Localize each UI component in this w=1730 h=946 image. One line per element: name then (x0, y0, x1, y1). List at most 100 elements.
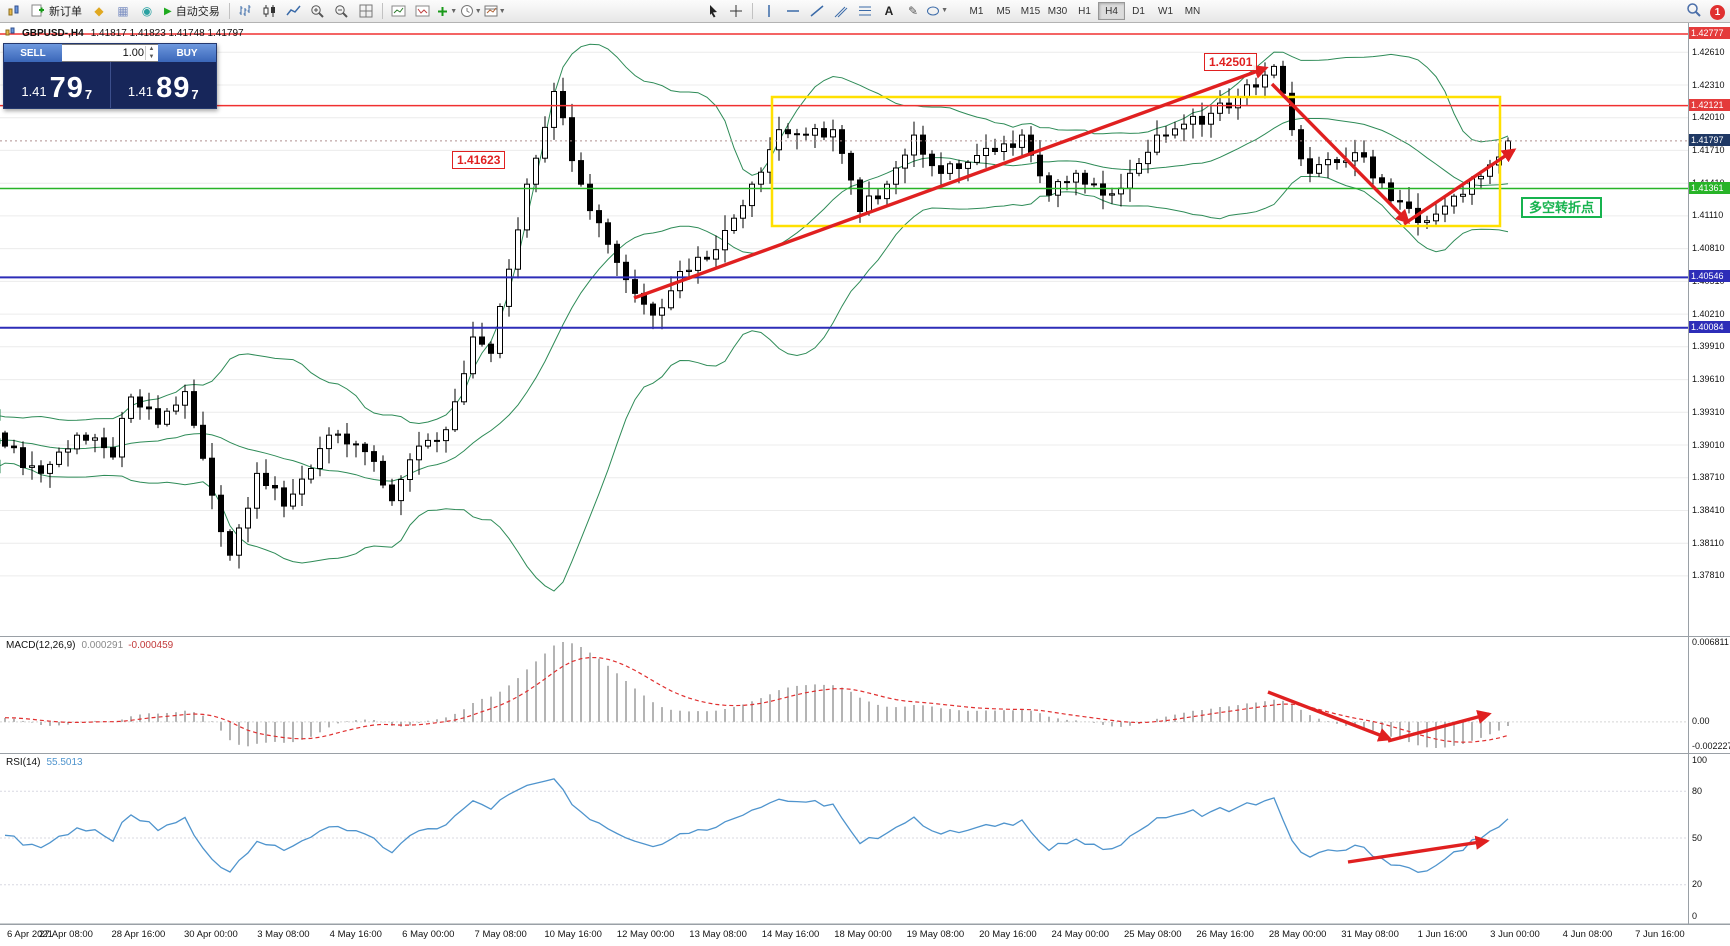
symbol-chart-icon (5, 27, 15, 40)
time-axis-label: 4 May 16:00 (329, 929, 382, 940)
vertical-line-tool-icon[interactable] (758, 1, 780, 20)
sell-button[interactable]: SELL (4, 44, 62, 62)
label-tool-icon[interactable]: ✎ (907, 3, 919, 18)
channel-tool-icon[interactable] (830, 1, 852, 20)
macd-value-main: 0.000291 (81, 640, 124, 651)
time-axis-label: 3 Jun 00:00 (1490, 929, 1540, 940)
rsi-scale-label: 0 (1692, 910, 1698, 921)
dropdown-arrow-icon: ▼ (474, 7, 482, 15)
price-axis-label: 1.37810 (1692, 570, 1725, 581)
bollinger-middle (0, 118, 1509, 482)
high-price-annotation[interactable]: 1.42501 (1204, 53, 1258, 71)
sell-price-big: 79 (49, 72, 84, 104)
price-marker-label: 1.41361 (1689, 181, 1730, 194)
charts-window-icon[interactable] (3, 2, 25, 21)
time-axis-label: 31 May 08:00 (1341, 929, 1399, 940)
horizontal-line-tool-icon[interactable] (782, 1, 804, 20)
macd-scale-label: 0.00 (1692, 716, 1710, 727)
tf-h1-button[interactable]: H1 (1071, 2, 1098, 20)
price-axis-label: 1.40210 (1692, 308, 1725, 319)
macd-label-row: MACD(12,26,9) 0.000291 -0.000459 (6, 640, 173, 651)
zoom-in-icon[interactable] (307, 2, 329, 21)
tf-m15-button[interactable]: M15 (1017, 2, 1044, 20)
time-axis-label: 25 May 08:00 (1124, 929, 1182, 940)
tile-windows-icon[interactable] (355, 2, 377, 21)
add-indicator-icon[interactable]: ▼ (436, 2, 458, 21)
time-axis-label: 30 Apr 00:00 (183, 929, 238, 940)
crosshair-icon[interactable] (725, 1, 747, 20)
price-axis-label: 1.39310 (1692, 406, 1725, 417)
period-clock-icon[interactable]: ▼ (460, 2, 482, 21)
sell-price-display[interactable]: 1.41 79 7 (4, 62, 111, 108)
cursor-icon[interactable] (701, 1, 723, 20)
tf-w1-button[interactable]: W1 (1152, 2, 1179, 20)
auto-trading-button[interactable]: ▶ 自动交易 (159, 2, 225, 21)
time-axis-label: 18 May 00:00 (834, 929, 892, 940)
indicator-window-icon[interactable] (412, 2, 434, 21)
new-order-label: 新订单 (49, 6, 82, 18)
candlestick-chart-type-icon[interactable] (259, 2, 281, 21)
zoom-out-icon[interactable] (331, 2, 353, 21)
tf-m5-button[interactable]: M5 (990, 2, 1017, 20)
quotes-icon[interactable]: ◆ (94, 4, 104, 18)
time-axis-label: 28 Apr 16:00 (111, 929, 166, 940)
tf-m1-button[interactable]: M1 (963, 2, 990, 20)
search-icon[interactable] (1686, 2, 1702, 23)
auto-trading-label: 自动交易 (175, 6, 220, 18)
tf-m30-button[interactable]: M30 (1044, 2, 1071, 20)
price-axis-label: 1.38710 (1692, 472, 1725, 483)
macd-signal-line (4, 656, 1509, 743)
spin-down-icon[interactable]: ▼ (148, 54, 155, 60)
buy-button[interactable]: BUY (158, 44, 216, 62)
time-axis-label: 28 May 00:00 (1268, 929, 1327, 940)
volume-input[interactable]: 1.00 ▲ ▼ (62, 44, 158, 62)
symbol-title: GBPUSD-,H4 (22, 28, 84, 39)
tf-h4-button[interactable]: H4 (1098, 2, 1125, 20)
trend-arrow-rsi-0 (1347, 835, 1490, 864)
toolbar-separator (228, 3, 230, 19)
data-window-icon[interactable] (388, 2, 410, 21)
navigator-icon[interactable]: ▦ (117, 4, 129, 18)
shapes-tool-icon[interactable]: ▼ (926, 1, 948, 20)
mid-price-annotation[interactable]: 1.41623 (452, 151, 506, 169)
price-axis-label: 1.38110 (1692, 537, 1724, 548)
tf-d1-button[interactable]: D1 (1125, 2, 1152, 20)
time-axis-label: 7 Jun 16:00 (1635, 929, 1685, 940)
trendline-tool-icon[interactable] (806, 1, 828, 20)
time-axis-label: 12 May 00:00 (616, 929, 675, 940)
sell-price-base: 1.41 (21, 84, 47, 99)
buy-price-display[interactable]: 1.41 89 7 (111, 62, 217, 108)
price-axis-label: 1.38410 (1692, 505, 1725, 515)
time-axis-label: 6 Apr 2021 (7, 929, 53, 940)
buy-price-sup: 7 (191, 87, 199, 102)
tf-mn-button[interactable]: MN (1179, 2, 1206, 20)
new-order-button[interactable]: 新订单 (26, 2, 87, 21)
panel-separators (0, 636, 1730, 925)
price-marker-label: 1.40084 (1689, 320, 1730, 333)
macd-scale-label: 0.006811 (1692, 636, 1729, 647)
price-marker-label: 1.42121 (1689, 98, 1730, 111)
timeframe-group: M1 M5 M15 M30 H1 H4 D1 W1 MN (963, 2, 1206, 20)
rsi-line (4, 778, 1509, 873)
spin-up-icon[interactable]: ▲ (148, 46, 155, 52)
template-icon[interactable]: ▼ (484, 2, 506, 21)
toolbar-separator (381, 3, 383, 19)
rsi-scale-label: 20 (1692, 879, 1703, 890)
new-order-icon (31, 3, 45, 20)
volume-stepper[interactable]: ▲ ▼ (145, 46, 157, 60)
notification-badge[interactable]: 1 (1710, 5, 1725, 20)
text-tool-icon[interactable]: A (884, 3, 894, 18)
candlesticks (2, 60, 1511, 569)
line-chart-type-icon[interactable] (283, 2, 305, 21)
community-icon[interactable]: ◉ (141, 4, 153, 18)
fibonacci-tool-icon[interactable] (854, 1, 876, 20)
time-axis-label: 13 May 08:00 (689, 929, 747, 940)
turning-point-note[interactable]: 多空转折点 (1521, 197, 1603, 218)
macd-scale-label: -0.002227 (1692, 740, 1730, 751)
bar-chart-type-icon[interactable] (235, 2, 257, 21)
time-axis-label: 1 Jun 16:00 (1417, 929, 1468, 940)
price-axis[interactable]: 1.426101.423101.420101.417101.414101.411… (1688, 22, 1730, 924)
time-axis[interactable]: 6 Apr 2021 27 Apr 08:00 28 Apr 16:00 30 Apr… (0, 924, 1730, 946)
time-axis-label: 10 May 16:00 (544, 929, 602, 940)
